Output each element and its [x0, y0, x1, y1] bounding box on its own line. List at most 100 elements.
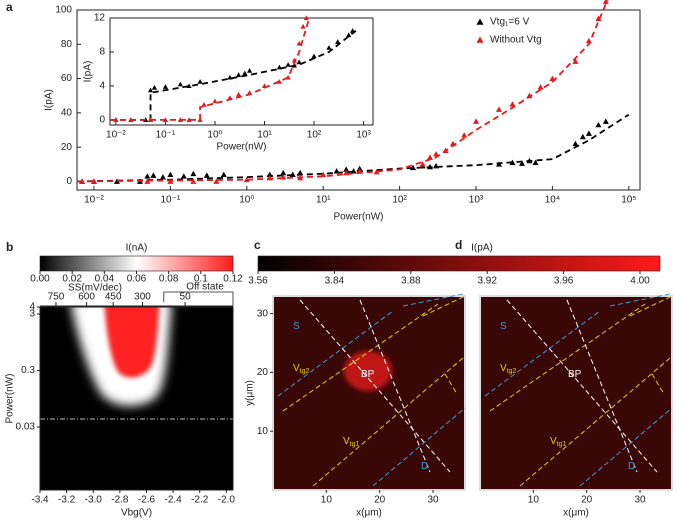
x-tick-label: 20: [374, 495, 386, 506]
data-point: [289, 171, 296, 177]
heat-red: [104, 307, 160, 378]
colorbar: [39, 255, 234, 272]
colorbar-tick-label: 0.08: [159, 274, 179, 285]
colorbar-tick-label: 3.56: [248, 276, 268, 287]
data-point: [509, 101, 516, 107]
data-point: [276, 79, 283, 84]
top-axis-label: SS(mV/dec): [68, 283, 122, 294]
data-point: [177, 117, 183, 122]
x-tick-label: -2.2: [191, 495, 209, 506]
y-tick-label: 12: [94, 13, 106, 24]
data-point: [585, 37, 592, 44]
data-point: [356, 168, 363, 174]
data-point: [537, 84, 544, 90]
region-label: Vtg2: [500, 363, 517, 375]
colorbar-tick-label: 3.96: [554, 276, 574, 287]
data-point: [180, 173, 187, 179]
y-tick-label: 8: [99, 47, 105, 58]
data-point: [572, 140, 579, 147]
x-tick-label: 10³: [356, 130, 371, 141]
data-point: [343, 169, 350, 176]
y-tick-label: 100: [55, 5, 72, 16]
data-point: [320, 171, 327, 177]
data-point: [433, 163, 440, 169]
label-text: V: [500, 363, 507, 374]
label-subscript: tg2: [300, 368, 310, 375]
data-point: [519, 160, 526, 166]
data-point: [213, 178, 220, 184]
data-point: [526, 157, 533, 164]
data-point: [190, 178, 197, 184]
x-tick-label: 10²: [392, 195, 407, 206]
data-point: [90, 178, 97, 184]
label-text: S: [500, 321, 507, 332]
data-point: [197, 79, 203, 84]
data-point: [350, 168, 357, 174]
y-tick-label: 3: [29, 309, 35, 320]
region-label: S: [293, 321, 300, 332]
data-point: [167, 178, 174, 184]
y-axis-label: I(pA): [83, 61, 94, 83]
data-point: [144, 173, 151, 179]
panel-label: a: [6, 0, 13, 14]
data-point: [291, 62, 297, 68]
data-point: [177, 81, 183, 87]
data-point: [190, 170, 197, 177]
data-point: [159, 174, 166, 180]
x-axis-label: x(μm): [563, 508, 589, 519]
x-tick-label: 10⁴: [545, 195, 560, 206]
data-point: [496, 161, 503, 167]
device-outline: [566, 299, 638, 473]
colorbar-tick-label: 0.04: [95, 274, 115, 285]
label-text: V: [293, 363, 300, 374]
data-point: [150, 172, 157, 178]
colorbar-tick-label: 0.02: [62, 274, 82, 285]
data-point: [280, 169, 287, 176]
x-tick-label: 10²: [307, 130, 322, 141]
colorbar-label: I(pA): [471, 243, 493, 254]
data-point: [442, 147, 449, 153]
data-point: [246, 90, 253, 95]
data-point: [197, 117, 203, 122]
label-text: S: [293, 321, 300, 332]
region-label: BP: [568, 369, 582, 380]
data-point: [300, 23, 306, 29]
y-tick-label: 0.03: [16, 422, 36, 433]
x-tick-label: 10⁻²: [106, 130, 126, 141]
x-tick-label: 10: [321, 495, 333, 506]
data-point: [162, 84, 169, 89]
x-axis-label: Power(nW): [216, 142, 266, 153]
data-point: [128, 117, 134, 122]
top-tick-label: 750: [48, 292, 65, 303]
y-tick-label: 30: [257, 308, 269, 319]
data-point: [602, 0, 609, 4]
device-outline: [489, 303, 646, 412]
region-label: D: [421, 461, 428, 472]
data-point: [579, 133, 586, 140]
x-tick-label: 10⁻¹: [156, 130, 176, 141]
data-point: [349, 28, 356, 33]
data-point: [220, 171, 227, 177]
data-point: [585, 130, 592, 136]
device-outline: [312, 357, 464, 487]
region-label: Vtg2: [293, 363, 310, 375]
colorbar: [257, 255, 661, 272]
top-annotation: Off state: [186, 282, 224, 293]
region-label: Vtg1: [550, 436, 567, 448]
y-tick-label: 80: [61, 39, 73, 50]
data-point: [227, 95, 233, 100]
x-axis-label: Power(nW): [333, 212, 383, 223]
data-point: [79, 178, 86, 184]
region-label: Vtg1: [343, 436, 360, 448]
x-tick-label: 10⁻¹: [160, 195, 180, 206]
data-point: [266, 175, 273, 181]
colorbar-tick-label: 0.06: [127, 274, 147, 285]
data-point: [297, 175, 304, 181]
data-point: [243, 176, 250, 183]
panel-label: c: [254, 238, 261, 252]
data-point: [203, 172, 210, 178]
data-point: [450, 140, 457, 147]
data-point: [419, 161, 426, 167]
data-point: [186, 117, 192, 122]
